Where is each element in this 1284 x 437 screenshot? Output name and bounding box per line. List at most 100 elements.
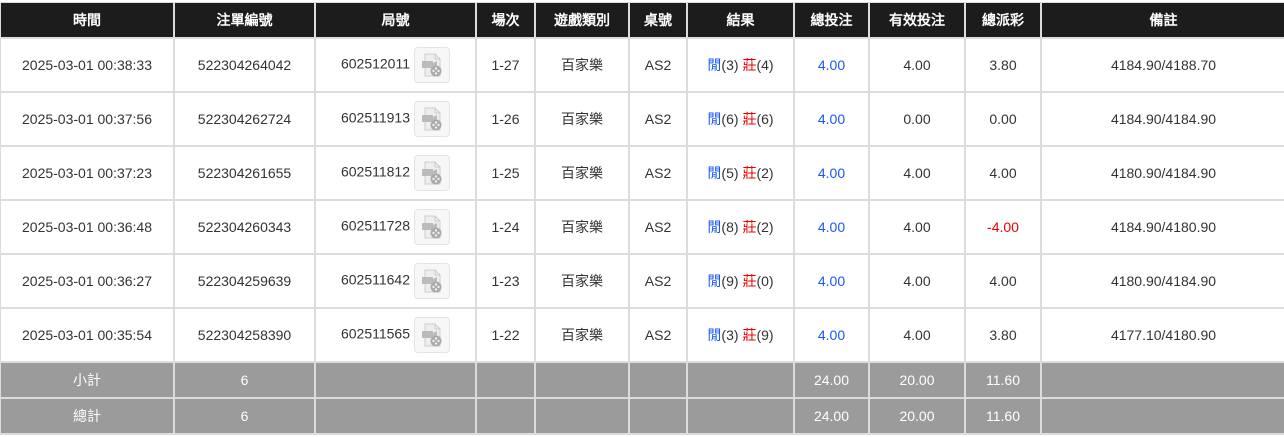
column-header-bet-id: 注單編號 (173, 2, 316, 39)
valid-bet-cell: 0.00 (868, 91, 966, 147)
game-type-cell: 百家樂 (534, 307, 630, 363)
subtotal-row: 小計 6 24.00 20.00 11.60 (0, 361, 1284, 399)
video-replay-icon[interactable] (414, 155, 451, 191)
shoe-cell: 1-22 (475, 307, 536, 363)
player-label: 閒 (707, 165, 722, 181)
note-cell: 4184.90/4180.90 (1040, 199, 1284, 255)
shoe-cell: 1-26 (475, 91, 536, 147)
empty-cell (1040, 397, 1284, 435)
time-cell: 2025-03-01 00:37:56 (0, 91, 175, 147)
column-header-note: 備註 (1040, 2, 1284, 39)
player-label: 閒 (707, 273, 722, 289)
total-bet-cell: 4.00 (793, 307, 870, 363)
time-cell: 2025-03-01 00:36:27 (0, 253, 175, 309)
round-number: 602511728 (340, 217, 411, 234)
video-replay-icon[interactable] (414, 47, 451, 83)
player-label: 閒 (707, 327, 722, 343)
payout-cell: 3.80 (964, 37, 1042, 93)
banker-label: 莊 (742, 219, 757, 235)
column-header-result: 結果 (686, 2, 795, 39)
payout-cell: 3.80 (964, 307, 1042, 363)
column-header-total-payout: 總派彩 (964, 2, 1042, 39)
column-header-game-type: 遊戲類別 (534, 2, 630, 39)
payout-cell: 0.00 (964, 91, 1042, 147)
round-cell: 602511913 (314, 91, 477, 147)
column-header-total-bet: 總投注 (793, 2, 870, 39)
banker-score: (9) (756, 327, 774, 343)
player-score: (5) (721, 165, 739, 181)
header-row: 時間 注單編號 局號 場次 遊戲類別 桌號 結果 總投注 有效投注 總派彩 備註 (0, 2, 1284, 39)
summary-valid-bet: 20.00 (868, 397, 966, 435)
player-label: 閒 (707, 219, 722, 235)
bet-id-cell: 522304259639 (173, 253, 316, 309)
total-bet-cell: 4.00 (793, 145, 870, 201)
banker-score: (2) (756, 219, 774, 235)
table-row: 2025-03-01 00:36:48 522304260343 602511728… (0, 199, 1284, 255)
table-no-cell: AS2 (628, 145, 688, 201)
total-bet-cell: 4.00 (793, 199, 870, 255)
result-cell: 閒(3) 莊(4) (686, 37, 795, 93)
game-type-cell: 百家樂 (534, 91, 630, 147)
result-cell: 閒(9) 莊(0) (686, 253, 795, 309)
total-bet-cell: 4.00 (793, 37, 870, 93)
empty-cell (475, 397, 536, 435)
shoe-cell: 1-24 (475, 199, 536, 255)
table-row: 2025-03-01 00:38:33 522304264042 602512011… (0, 37, 1284, 93)
video-replay-icon[interactable] (414, 209, 451, 245)
bet-id-cell: 522304262724 (173, 91, 316, 147)
summary-valid-bet: 20.00 (868, 361, 966, 399)
note-cell: 4180.90/4184.90 (1040, 253, 1284, 309)
round-cell: 602511642 (314, 253, 477, 309)
video-replay-icon[interactable] (414, 263, 451, 299)
round-cell: 602512011 (314, 37, 477, 93)
table-no-cell: AS2 (628, 307, 688, 363)
banker-score: (2) (756, 165, 774, 181)
banker-label: 莊 (742, 327, 757, 343)
round-number: 602511565 (340, 325, 411, 342)
empty-cell (314, 361, 477, 399)
game-type-cell: 百家樂 (534, 199, 630, 255)
summary-total-bet: 24.00 (793, 397, 870, 435)
table-no-cell: AS2 (628, 253, 688, 309)
video-replay-icon[interactable] (414, 317, 451, 353)
time-cell: 2025-03-01 00:38:33 (0, 37, 175, 93)
valid-bet-cell: 4.00 (868, 199, 966, 255)
video-replay-icon[interactable] (414, 101, 451, 137)
banker-label: 莊 (742, 165, 757, 181)
table-no-cell: AS2 (628, 37, 688, 93)
empty-cell (686, 397, 795, 435)
note-cell: 4180.90/4184.90 (1040, 145, 1284, 201)
result-cell: 閒(6) 莊(6) (686, 91, 795, 147)
banker-label: 莊 (742, 57, 757, 73)
game-type-cell: 百家樂 (534, 37, 630, 93)
note-cell: 4184.90/4184.90 (1040, 91, 1284, 147)
round-number: 602511812 (340, 163, 411, 180)
table-row: 2025-03-01 00:35:54 522304258390 602511565… (0, 307, 1284, 363)
banker-score: (4) (756, 57, 774, 73)
table-row: 2025-03-01 00:37:23 522304261655 602511812… (0, 145, 1284, 201)
empty-cell (1040, 361, 1284, 399)
column-header-shoe: 場次 (475, 2, 536, 39)
round-number: 602512011 (340, 55, 411, 72)
shoe-cell: 1-23 (475, 253, 536, 309)
banker-label: 莊 (742, 273, 757, 289)
player-score: (6) (721, 111, 739, 127)
table-row: 2025-03-01 00:36:27 522304259639 602511642… (0, 253, 1284, 309)
result-cell: 閒(8) 莊(2) (686, 199, 795, 255)
shoe-cell: 1-25 (475, 145, 536, 201)
empty-cell (314, 397, 477, 435)
valid-bet-cell: 4.00 (868, 145, 966, 201)
summary-label: 總計 (0, 397, 175, 435)
table-no-cell: AS2 (628, 199, 688, 255)
summary-total-bet: 24.00 (793, 361, 870, 399)
player-label: 閒 (707, 57, 722, 73)
total-bet-cell: 4.00 (793, 253, 870, 309)
column-header-table-no: 桌號 (628, 2, 688, 39)
banker-label: 莊 (742, 111, 757, 127)
empty-cell (628, 361, 688, 399)
empty-cell (628, 397, 688, 435)
table-no-cell: AS2 (628, 91, 688, 147)
summary-count: 6 (173, 361, 316, 399)
table-row: 2025-03-01 00:37:56 522304262724 602511913… (0, 91, 1284, 147)
